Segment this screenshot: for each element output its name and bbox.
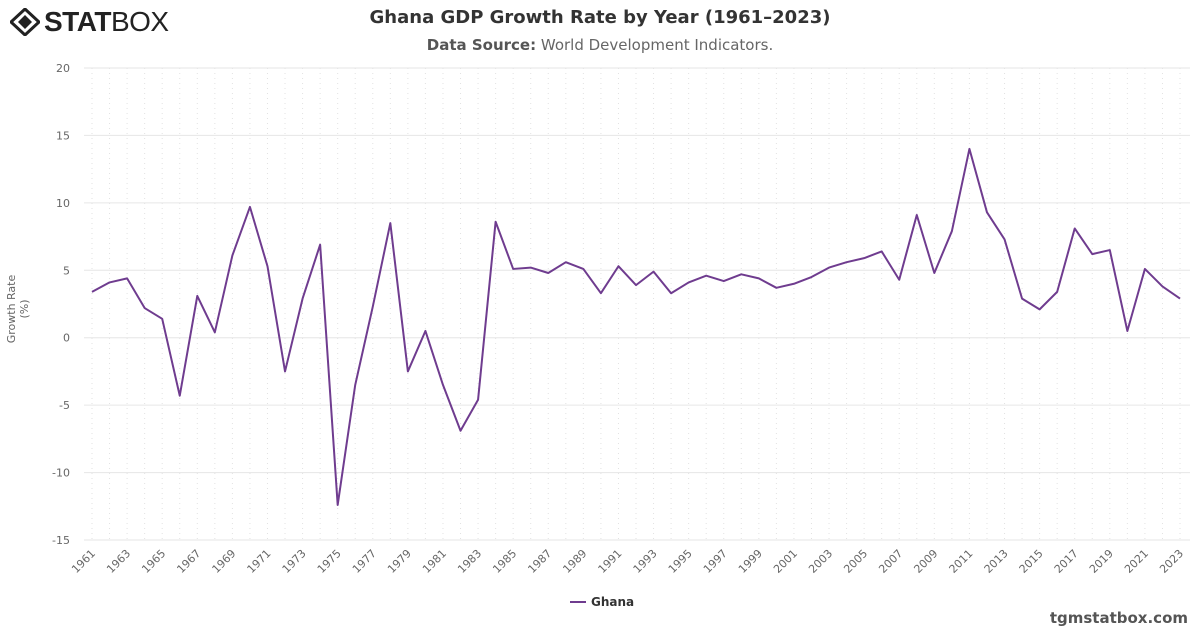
x-tick-label: 1979 <box>385 547 414 576</box>
x-tick-label: 2007 <box>876 547 905 576</box>
y-tick-label: 20 <box>56 62 70 75</box>
chart-title: Ghana GDP Growth Rate by Year (1961–2023… <box>369 7 831 28</box>
x-tick-label: 1967 <box>174 547 203 576</box>
x-tick-label: 2013 <box>982 547 1011 576</box>
x-tick-label: 1987 <box>525 547 554 576</box>
statbox-logo: STATBOX <box>10 6 169 38</box>
x-tick-label: 1983 <box>455 547 484 576</box>
y-tick-label: -15 <box>52 534 70 547</box>
y-tick-label: 5 <box>63 264 70 277</box>
x-tick-label: 1991 <box>596 547 625 576</box>
x-tick-label: 2019 <box>1087 547 1116 576</box>
x-tick-label: 1989 <box>560 547 589 576</box>
x-tick-label: 1971 <box>245 547 274 576</box>
y-tick-label: -10 <box>52 467 70 480</box>
x-tick-label: 1961 <box>69 547 98 576</box>
x-tick-label: 1965 <box>139 547 168 576</box>
x-tick-label: 1975 <box>315 547 344 576</box>
diamond-logo-icon <box>10 8 40 36</box>
x-tick-label: 1981 <box>420 547 449 576</box>
x-tick-label: 2017 <box>1052 547 1081 576</box>
x-tick-label: 2023 <box>1157 547 1186 576</box>
chart-subtitle: Data Source: World Development Indicator… <box>426 36 774 54</box>
x-tick-label: 2009 <box>911 547 940 576</box>
y-tick-label: -5 <box>59 399 70 412</box>
x-tick-label: 2021 <box>1122 547 1151 576</box>
x-tick-label: 2011 <box>947 547 976 576</box>
x-tick-label: 1999 <box>736 547 765 576</box>
x-tick-label: 1969 <box>210 547 239 576</box>
x-tick-label: 1997 <box>701 547 730 576</box>
site-credit: tgmstatbox.com <box>1049 609 1188 627</box>
x-tick-label: 1993 <box>631 547 660 576</box>
series-line-ghana <box>91 147 1181 506</box>
x-tick-label: 2003 <box>806 547 835 576</box>
x-tick-label: 1963 <box>104 547 133 576</box>
legend-line-icon <box>570 601 586 603</box>
y-tick-label: 10 <box>56 197 70 210</box>
x-tick-label: 1977 <box>350 547 379 576</box>
legend-item-ghana[interactable]: Ghana <box>570 595 634 609</box>
legend-label: Ghana <box>591 595 635 609</box>
y-tick-label: 0 <box>63 332 70 345</box>
x-tick-label: 2015 <box>1017 547 1046 576</box>
y-tick-label: 15 <box>56 129 70 142</box>
x-tick-label: 2001 <box>771 547 800 576</box>
x-tick-label: 1985 <box>490 547 519 576</box>
x-tick-label: 1995 <box>666 547 695 576</box>
logo-text: STATBOX <box>44 6 169 37</box>
x-tick-label: 1973 <box>280 547 309 576</box>
x-tick-label: 2005 <box>841 547 870 576</box>
